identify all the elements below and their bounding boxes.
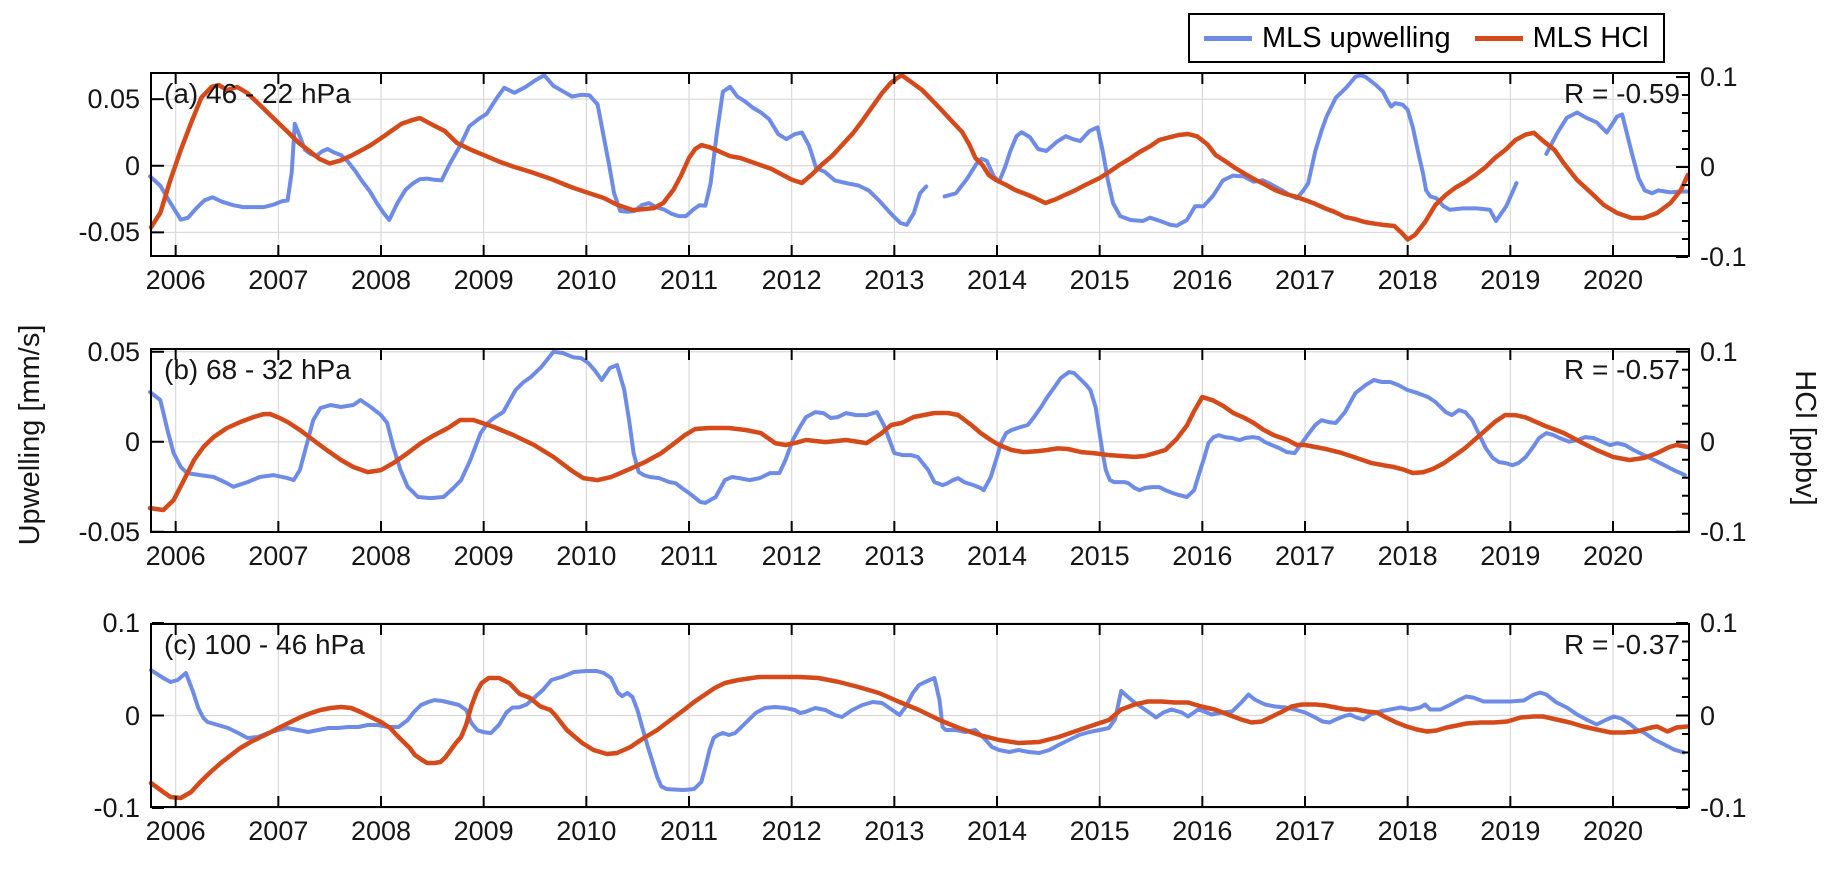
panel-c-x-tick-label: 2014	[966, 816, 1028, 846]
panel-a-left-tick-label: 0.05	[87, 84, 140, 115]
panel-c-right-tick-label: 0.1	[1700, 608, 1738, 638]
panel-b-x-tick-label: 2006	[145, 541, 206, 571]
panel-b-x-tick-label: 2017	[1274, 541, 1336, 571]
panel-c-x-tick-label: 2018	[1377, 816, 1438, 846]
panel-c-left-tick-label: -0.1	[93, 793, 140, 823]
panel-a-x-tick-label: 2010	[556, 265, 617, 295]
panel-a-plot	[148, 72, 1691, 258]
panel-a-right-tick-label: -0.1	[1700, 242, 1747, 272]
legend-label-upwelling: MLS upwelling	[1262, 21, 1451, 54]
panel-b-x-tick-label: 2008	[350, 541, 412, 571]
legend-entry-upwelling: MLS upwelling	[1204, 21, 1451, 54]
panel-c-x-tick-label: 2013	[864, 816, 925, 846]
panel-c-plot	[148, 622, 1690, 809]
panel-b-right-tick-label: 0	[1700, 426, 1716, 457]
panel-a-right-tick-label: 0	[1700, 152, 1716, 183]
panel-c-left-tick-label: 0.1	[102, 608, 140, 638]
panel-b-right-tick-label: -0.1	[1700, 516, 1747, 547]
panel-border	[150, 72, 1690, 257]
panel-a-x-tick-label: 2014	[966, 265, 1028, 295]
panel-c-x-tick-label: 2015	[1069, 816, 1130, 846]
panel-a-x-tick-label: 2009	[453, 265, 514, 295]
panel-a-x-tick-label: 2018	[1377, 265, 1438, 295]
hcl-line-sample-icon	[1474, 35, 1523, 41]
panel-a-x-tick-label: 2013	[864, 265, 925, 295]
panel-c-title: (c) 100 - 46 hPa	[164, 629, 365, 660]
panel-a-left-tick-label: -0.05	[78, 217, 140, 248]
panel-b-left-tick-label: 0.05	[87, 336, 140, 367]
panel-b-right-tick-label: 0.1	[1700, 336, 1738, 367]
panel-b-x-tick-label: 2009	[453, 541, 514, 571]
panel-c-right-tick-label: 0	[1700, 700, 1716, 731]
upwelling-series-line	[148, 349, 1687, 505]
panel-a-x-tick-label: 2008	[350, 265, 412, 295]
panel-a-x-tick-label: 2020	[1582, 265, 1644, 295]
y-axis-label-right: HCl [ppbv]	[1789, 370, 1821, 506]
legend-entry-hcl: MLS HCl	[1474, 21, 1649, 54]
panel-b-x-tick-label: 2015	[1069, 541, 1130, 571]
panel-a-x-tick-label: 2007	[248, 265, 309, 295]
panel-c-right-tick-label: -0.1	[1700, 793, 1747, 823]
panel-c-x-tick-label: 2007	[248, 816, 309, 846]
panel-b-title: (b) 68 - 32 hPa	[164, 354, 351, 385]
panel-c-x-tick-label: 2009	[453, 816, 514, 846]
panel-c-x-tick-label: 2012	[761, 816, 822, 846]
panel-b-left-tick-label: 0	[124, 426, 140, 457]
panel-a-x-tick-label: 2017	[1274, 265, 1336, 295]
hcl-series-line	[148, 674, 1690, 801]
panel-a-left-tick-label: 0	[124, 150, 140, 181]
panel-a-x-tick-label: 2006	[145, 265, 206, 295]
panel-a-x-tick-label: 2012	[761, 265, 822, 295]
panel-b-x-tick-label: 2019	[1480, 541, 1541, 571]
panel-c-x-tick-label: 2017	[1274, 816, 1336, 846]
panel-a-x-tick-label: 2019	[1480, 265, 1541, 295]
panel-c-x-tick-label: 2010	[556, 816, 617, 846]
panel-a-correlation-label: R = -0.59	[1564, 78, 1680, 109]
panel-b-x-tick-label: 2018	[1377, 541, 1438, 571]
panel-a-right-tick-label: 0.1	[1700, 62, 1738, 93]
panel-b-left-tick-label: -0.05	[78, 516, 140, 547]
panel-b-x-tick-label: 2014	[966, 541, 1028, 571]
panel-b-x-tick-label: 2011	[659, 541, 719, 571]
upwelling-series-line	[942, 73, 1519, 228]
panel-border	[150, 348, 1690, 533]
legend-label-hcl: MLS HCl	[1532, 21, 1649, 54]
panel-c-correlation-label: R = -0.37	[1564, 629, 1680, 660]
panel-c-x-tick-label: 2011	[659, 816, 719, 846]
panel-a-title: (a) 46 - 22 hPa	[164, 78, 351, 109]
upwelling-series-line	[1544, 110, 1690, 196]
panel-border	[150, 623, 1690, 808]
upwelling-series-line	[149, 668, 1686, 792]
hcl-series-line	[148, 72, 1691, 242]
panel-c-x-tick-label: 2019	[1480, 816, 1541, 846]
panel-c-x-tick-label: 2008	[350, 816, 412, 846]
panel-c-left-tick-label: 0	[124, 700, 140, 731]
panel-b-correlation-label: R = -0.57	[1564, 354, 1680, 385]
panel-b-x-tick-label: 2010	[556, 541, 617, 571]
panel-b-x-tick-label: 2020	[1582, 541, 1644, 571]
panel-b-plot	[147, 348, 1691, 533]
panel-b-x-tick-label: 2013	[864, 541, 925, 571]
panel-b-x-tick-label: 2007	[248, 541, 309, 571]
panel-c-x-tick-label: 2020	[1582, 816, 1644, 846]
panel-a-x-tick-label: 2011	[659, 265, 719, 295]
panel-c-x-tick-label: 2006	[145, 816, 206, 846]
panel-a-x-tick-label: 2015	[1069, 265, 1130, 295]
hcl-series-line	[147, 394, 1691, 513]
panel-a-x-tick-label: 2016	[1172, 265, 1233, 295]
panel-c-x-tick-label: 2016	[1172, 816, 1233, 846]
panel-b-x-tick-label: 2012	[761, 541, 822, 571]
legend: MLS upwelling MLS HCl	[1188, 13, 1665, 63]
upwelling-line-sample-icon	[1204, 35, 1252, 41]
panel-b-x-tick-label: 2016	[1172, 541, 1233, 571]
